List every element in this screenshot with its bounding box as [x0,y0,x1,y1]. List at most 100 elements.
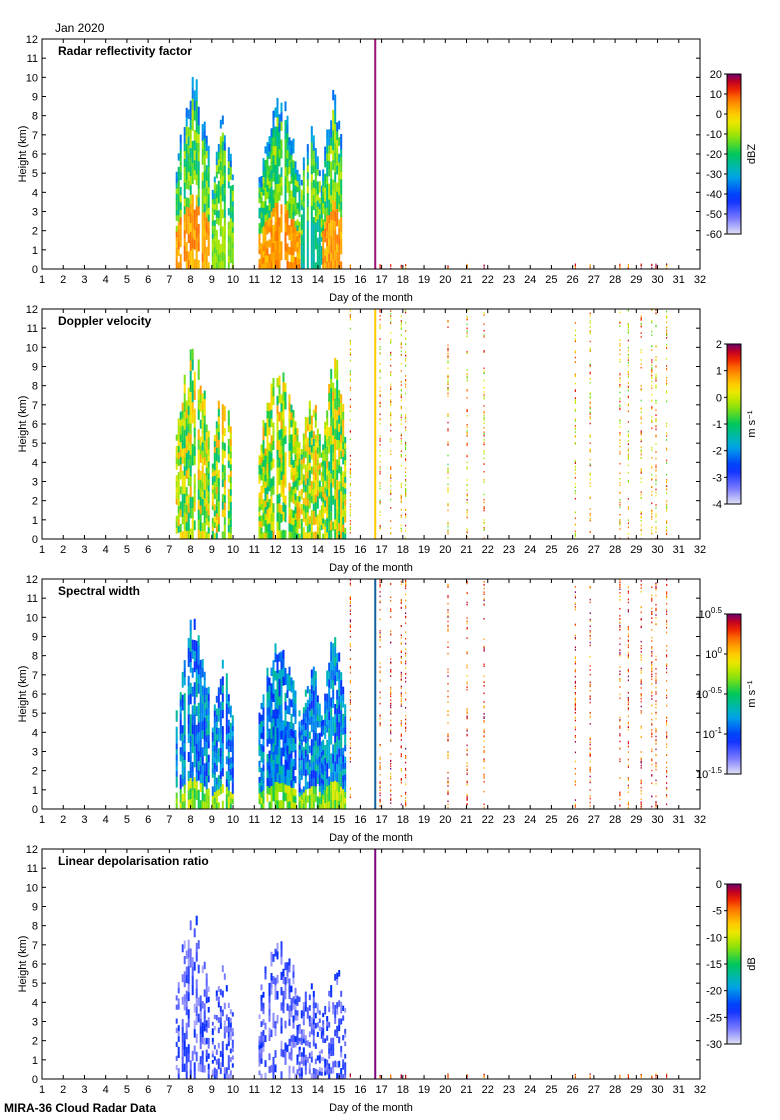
data-dot [483,334,485,336]
data-cell [223,150,226,159]
data-cell [290,728,293,737]
data-cell [280,411,283,421]
data-cell [270,252,273,262]
data-cell [258,525,261,531]
data-dot [405,723,407,725]
data-dot [349,520,351,522]
data-dot [400,657,402,659]
data-cell [195,771,198,782]
data-cell [316,758,319,766]
data-cell [211,804,214,809]
data-dot [390,778,392,780]
data-dot [619,537,621,539]
data-cell [215,229,218,237]
data-cell [215,783,218,791]
data-cell [272,137,275,147]
data-cell [328,521,331,531]
data-dot [466,781,468,784]
data-cell [211,497,214,502]
data-dot [349,473,351,475]
data-cell [288,490,291,500]
data-cell [304,789,307,797]
data-cell [340,466,343,476]
data-cell [330,378,333,389]
data-cell [262,512,265,520]
data-cell [288,531,291,539]
data-cell [217,492,220,502]
data-cell [179,172,182,180]
data-cell [191,151,194,163]
data-dot [466,495,468,497]
data-cell [219,252,222,262]
data-dot [349,605,351,607]
data-dot [619,445,621,448]
data-cell [316,181,319,189]
data-cell [292,680,295,688]
data-dot [619,434,621,436]
data-dot [400,354,402,356]
data-cell [203,506,206,515]
colorbar-tick-label: 2 [716,339,722,351]
data-cell [318,214,321,221]
data-cell [183,383,186,394]
data-cell [189,359,192,371]
data-dot [379,264,381,267]
data-cell [187,405,190,415]
x-tick-label: 8 [188,544,194,556]
data-cell [330,227,333,237]
data-cell [300,239,303,245]
data-dot [390,399,392,401]
data-cell [304,416,307,425]
data-dot [466,716,468,719]
data-dot [400,343,402,345]
data-dot [483,379,485,382]
data-cell [338,120,341,130]
data-dot [349,667,351,670]
data-dot [349,359,351,362]
data-cell [201,252,204,262]
data-cell [318,208,321,215]
data-cell [205,453,208,461]
data-cell [324,725,327,733]
data-dot [627,471,629,474]
data-cell [298,490,301,497]
data-cell [221,158,224,168]
data-cell [270,785,273,794]
data-cell [175,463,178,470]
data-dot [574,425,576,427]
data-dot [574,530,576,533]
data-cell [320,208,323,214]
data-dot [447,616,449,618]
data-cell [330,697,333,708]
data-dot [405,581,407,583]
data-cell [312,801,315,809]
data-dot [405,648,407,650]
data-cell [266,156,269,164]
data-cell [288,729,291,739]
data-cell [336,122,339,132]
data-cell [288,706,291,715]
data-cell [195,163,198,175]
data-cell [229,768,232,775]
data-cell [278,529,281,539]
data-cell [326,747,329,756]
data-cell [280,213,283,224]
data-cell [272,172,275,182]
data-cell [298,796,301,801]
data-cell [223,450,226,459]
data-dot [447,347,449,350]
data-cell [336,744,339,755]
data-cell [282,446,285,457]
data-cell [197,760,200,771]
data-cell [302,462,305,470]
data-cell [175,748,178,755]
data-cell [322,769,325,775]
data-dot [447,355,449,358]
data-cell [290,449,293,458]
data-cell [318,791,321,798]
data-dot [400,406,402,409]
data-dot [400,755,402,758]
data-dot [666,505,668,508]
data-cell [231,720,234,727]
data-cell [282,455,285,466]
